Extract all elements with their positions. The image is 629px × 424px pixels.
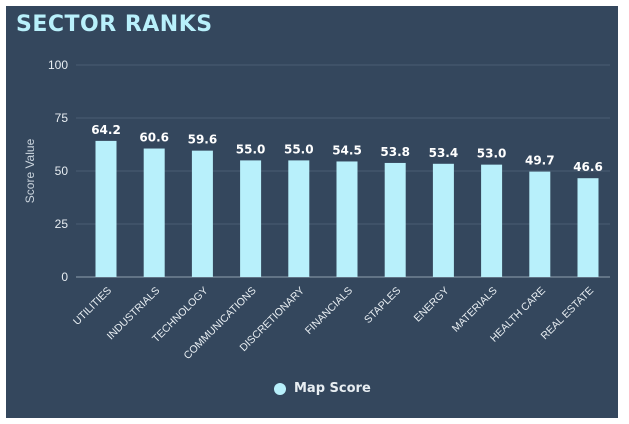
chart-panel: SECTOR RANKS 0 25 50 75 100 Score Value 64.2 UT… [6, 6, 618, 418]
legend[interactable]: Map Score [274, 381, 371, 396]
y-tick-label: 100 [48, 58, 68, 72]
bar [529, 171, 551, 277]
data-label: 53.0 [477, 147, 507, 161]
x-tick-label: ENERGY [412, 285, 452, 325]
bar [95, 140, 117, 277]
legend-label: Map Score [294, 381, 371, 396]
data-label: 53.4 [429, 146, 459, 160]
x-tick-label: MATERIALS [450, 285, 500, 335]
data-label: 55.0 [284, 142, 314, 156]
data-label: 53.8 [380, 145, 410, 159]
bar [143, 148, 165, 277]
x-tick-label: UTILITIES [71, 285, 114, 328]
bar [481, 164, 503, 277]
bar [432, 163, 454, 277]
data-label: 49.7 [525, 154, 555, 168]
data-label: 54.5 [332, 143, 362, 157]
y-tick-label: 75 [55, 111, 69, 125]
bar [191, 150, 213, 277]
data-label: 55.0 [236, 142, 266, 156]
y-axis-label: Score Value [23, 138, 37, 203]
bar [288, 160, 310, 277]
chart-title: SECTOR RANKS [16, 12, 213, 37]
y-tick-label: 0 [61, 270, 68, 284]
y-tick-label: 25 [55, 217, 69, 231]
legend-marker [274, 382, 286, 395]
y-tick-label: 50 [55, 164, 69, 178]
data-label: 64.2 [91, 123, 121, 137]
bar [336, 161, 358, 277]
data-label: 46.6 [573, 160, 603, 174]
data-label: 60.6 [139, 131, 169, 145]
bar [384, 162, 406, 277]
x-tick-label: STAPLES [362, 285, 403, 326]
bar [577, 178, 599, 277]
bar [240, 160, 262, 277]
x-tick-label: FINANCIALS [303, 285, 355, 337]
data-label: 59.6 [188, 133, 218, 147]
